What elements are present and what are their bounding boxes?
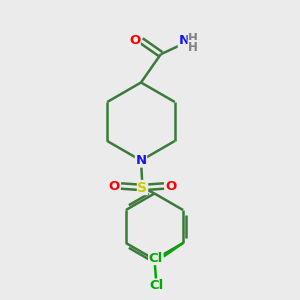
Text: N: N [178,34,190,47]
Text: H: H [188,40,198,54]
Text: Cl: Cl [149,279,163,292]
Text: O: O [129,34,140,47]
Text: Cl: Cl [149,251,163,265]
Text: O: O [109,179,120,193]
Text: N: N [135,154,147,167]
Text: S: S [137,181,148,194]
Text: H: H [188,32,198,45]
Text: O: O [165,179,176,193]
